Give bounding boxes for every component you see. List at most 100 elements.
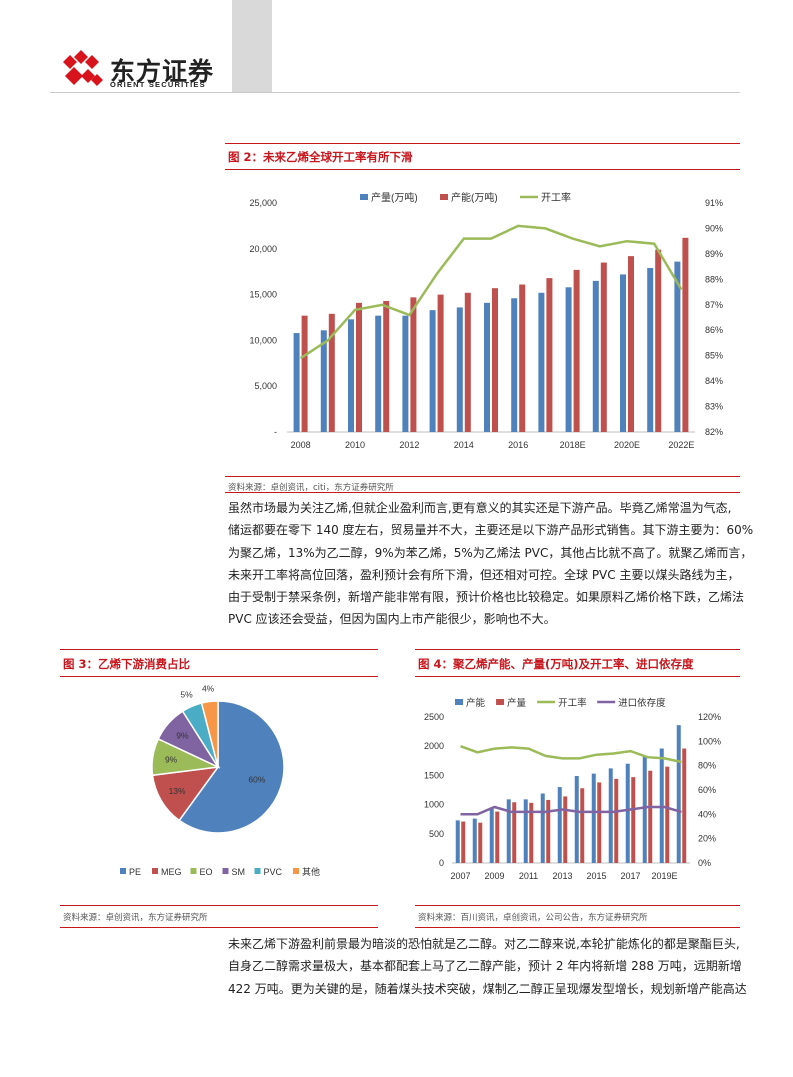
bar-a (456, 307, 463, 432)
legend-label: MEG (161, 867, 182, 877)
y-right-tick-label: 91% (705, 198, 723, 208)
bar-b (628, 256, 634, 432)
fig2-title: 图 2：未来乙烯全球开工率有所下滑 (228, 150, 413, 164)
fig4-top-rule (415, 649, 740, 650)
legend-label: SM (232, 867, 246, 877)
data-label: 5% (180, 689, 193, 699)
series-line (460, 805, 682, 816)
y-right-tick-label: 100% (698, 736, 721, 746)
y-right-tick-label: 120% (698, 712, 721, 722)
y-right-tick-label: 86% (705, 325, 723, 335)
legend-label: PVC (264, 867, 283, 877)
x-tick-label: 2012 (399, 440, 419, 450)
bar-b (495, 811, 500, 863)
paragraph-line: 未来开工率将高位回落，盈利预计会有所下滑，但还相对可控。全球 PVC 主要以煤头… (228, 567, 740, 582)
legend-swatch (455, 699, 463, 705)
legend-label: 其他 (302, 866, 320, 877)
legend-label: PE (129, 867, 141, 877)
x-tick-label: 2007 (450, 871, 470, 881)
fig4-title-rule (415, 676, 740, 677)
bar-a (574, 775, 579, 863)
fig4-title: 图 4：聚乙烯产能、产量(万吨)及开工率、进口依存度 (418, 657, 694, 671)
legend-label: 开工率 (558, 697, 587, 709)
fig4-bottom-rule (415, 905, 740, 906)
bar-b (461, 821, 466, 863)
header-divider (50, 92, 740, 93)
x-tick-label: 2019E (651, 871, 677, 881)
legend-label: EO (200, 867, 213, 877)
y-right-tick-label: 0% (698, 858, 711, 868)
fig3-source: 资料来源：卓创资讯，东方证券研究所 (63, 913, 208, 923)
bar-a (557, 787, 562, 863)
bar-b (519, 284, 526, 432)
bar-a (591, 773, 596, 863)
pie-slice (178, 700, 285, 834)
legend-swatch (222, 868, 229, 874)
bar-a (538, 292, 545, 432)
y-left-tick-label: 20,000 (249, 244, 277, 254)
bar-b (356, 302, 362, 432)
y-left-tick-label: 10,000 (249, 335, 277, 345)
bar-a (511, 298, 518, 432)
pie-slice (200, 700, 219, 768)
paragraph-line: 自身乙二醇需求量极大，基本都配套上马了乙二醇产能，预计 2 年内将新增 288 … (228, 959, 742, 974)
bar-a (565, 287, 572, 432)
bar-a (489, 807, 494, 863)
x-tick-label: 2017 (620, 871, 640, 881)
bar-b (614, 778, 619, 863)
y-left-tick-label: 2500 (424, 712, 444, 722)
bar-b (573, 269, 580, 432)
data-label: 4% (202, 685, 215, 693)
x-tick-label: 2009 (484, 871, 504, 881)
bar-b (437, 294, 444, 432)
logo-text-cn: 东方证券 (110, 57, 215, 86)
bar-a (642, 756, 647, 863)
bar-b (546, 799, 551, 863)
bar-b (529, 802, 534, 863)
body-paragraph-1: 虽然市场最为关注乙烯,但就企业盈利而言,更有意义的其实还是下游产品。毕竟乙烯常温… (228, 497, 753, 631)
legend-label: 产能 (466, 697, 486, 709)
bar-a (620, 274, 626, 432)
fig2-source-rule (225, 492, 740, 493)
legend-label: 开工率 (541, 191, 571, 204)
bar-a (455, 820, 460, 863)
y-right-tick-label: 82% (705, 427, 723, 437)
bar-b (563, 796, 568, 863)
bar-b (600, 262, 607, 432)
bar-a (625, 763, 630, 863)
bar-a (608, 768, 613, 863)
bar-a (506, 799, 511, 863)
bar-a (647, 268, 654, 432)
bar-b (478, 822, 483, 863)
bar-a (523, 799, 528, 863)
y-right-tick-label: 84% (705, 376, 723, 386)
y-left-tick-label: 1000 (424, 800, 444, 810)
bar-b (597, 782, 602, 863)
legend-swatch (254, 868, 261, 874)
x-tick-label: 2020E (614, 440, 640, 450)
legend-swatch (190, 868, 197, 874)
bar-a (592, 280, 599, 432)
fig3-top-rule (60, 649, 378, 650)
legend-swatch (293, 868, 299, 874)
legend-swatch (360, 194, 368, 200)
paragraph-line: 虽然市场最为关注乙烯,但就企业盈利而言,更有意义的其实还是下游产品。毕竟乙烯常温… (228, 501, 732, 515)
bar-b (328, 313, 335, 432)
x-tick-label: 2011 (519, 871, 538, 881)
bar-a (674, 261, 681, 432)
series-line (460, 745, 682, 764)
y-left-tick-label: 5,000 (254, 381, 277, 391)
body-paragraph-2: 未来乙烯下游盈利前景最为暗淡的恐怕就是乙二醇。对乙二醇来说,本轮扩能炼化的都是聚… (228, 933, 747, 1000)
bar-a (402, 315, 409, 432)
x-tick-label: 2013 (552, 871, 572, 881)
bar-b (631, 777, 636, 863)
paragraph-line: 由于受制于禁采条例，新增产能非常有限，预计价格也比较稳定。如果原料乙烯价格下跌，… (228, 590, 745, 605)
y-right-tick-label: 40% (698, 809, 716, 819)
data-label: 9% (176, 731, 189, 741)
y-right-tick-label: 89% (705, 249, 723, 259)
data-label: 13% (169, 786, 186, 796)
fig4-source: 资料来源：百川资讯，卓创资讯，公司公告，东方证券研究所 (418, 913, 648, 923)
fig2-title-rule (225, 169, 740, 170)
fig2-top-rule (225, 143, 740, 144)
y-left-tick-label: - (274, 427, 277, 437)
